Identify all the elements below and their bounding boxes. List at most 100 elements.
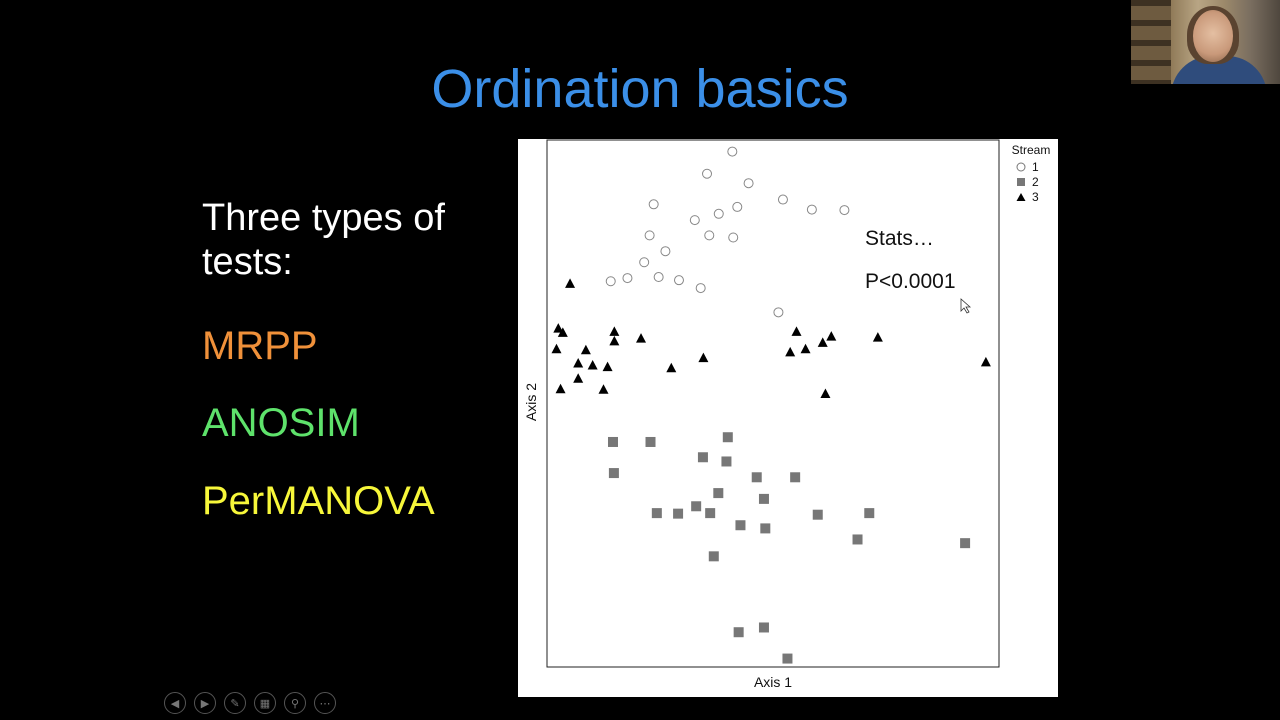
data-point-stream-1 xyxy=(777,194,788,205)
data-point-stream-1 xyxy=(704,230,715,241)
legend-item-3: 3 xyxy=(1005,189,1057,204)
data-point-stream-2 xyxy=(758,493,769,504)
scatter-plot-svg xyxy=(546,139,1000,668)
data-point-stream-2 xyxy=(608,468,619,479)
legend-item-label: 2 xyxy=(1032,174,1039,189)
data-point-stream-3 xyxy=(826,331,837,341)
presenter-webcam xyxy=(1131,0,1280,84)
pen-icon[interactable]: ✎ xyxy=(224,692,246,714)
data-point-stream-1 xyxy=(806,204,817,215)
slide-title: Ordination basics xyxy=(431,59,849,119)
data-point-stream-2 xyxy=(722,432,733,443)
data-point-stream-1 xyxy=(713,208,724,219)
data-point-stream-3 xyxy=(573,357,584,368)
data-point-stream-1 xyxy=(622,273,633,284)
data-point-stream-3 xyxy=(573,373,584,383)
data-point-stream-3 xyxy=(636,333,647,343)
data-point-stream-2 xyxy=(864,508,875,519)
data-point-stream-3 xyxy=(791,326,802,336)
legend-item-label: 3 xyxy=(1032,189,1039,204)
data-point-stream-3 xyxy=(666,362,677,373)
next-slide-icon[interactable]: ▶ xyxy=(194,692,216,714)
data-point-stream-3 xyxy=(557,327,568,337)
data-point-stream-2 xyxy=(673,508,684,519)
test-permanova: PerMANOVA xyxy=(202,479,435,523)
previous-slide-icon[interactable]: ◀ xyxy=(164,692,186,714)
grey-square-icon xyxy=(1017,177,1025,186)
legend-item-label: 1 xyxy=(1032,159,1039,174)
data-point-stream-3 xyxy=(598,384,609,394)
data-point-stream-2 xyxy=(760,523,771,534)
data-point-stream-2 xyxy=(733,627,744,638)
test-mrpp: MRPP xyxy=(202,324,318,368)
data-point-stream-2 xyxy=(782,653,793,664)
data-point-stream-1 xyxy=(695,283,706,294)
data-point-stream-3 xyxy=(587,360,598,370)
stats-label: Stats… xyxy=(865,227,934,250)
data-point-stream-3 xyxy=(698,352,709,363)
data-point-stream-1 xyxy=(660,246,671,257)
data-point-stream-3 xyxy=(565,278,576,288)
data-point-stream-3 xyxy=(609,326,620,336)
data-point-stream-3 xyxy=(800,343,811,354)
data-point-stream-2 xyxy=(713,488,724,499)
ordination-plot: Stats… P<0.0001 Axis 1 Axis 2 Stream 1 2… xyxy=(518,139,1058,697)
data-point-stream-3 xyxy=(553,323,564,333)
data-point-stream-1 xyxy=(605,276,616,287)
data-point-stream-3 xyxy=(602,361,613,372)
legend-item-2: 2 xyxy=(1005,174,1057,189)
data-point-stream-2 xyxy=(812,509,823,520)
test-anosim: ANOSIM xyxy=(202,401,360,445)
data-point-stream-3 xyxy=(580,344,591,355)
data-point-stream-2 xyxy=(751,472,762,483)
data-point-stream-3 xyxy=(820,388,831,399)
zoom-icon[interactable]: ⚲ xyxy=(284,692,306,714)
data-point-stream-1 xyxy=(727,146,738,157)
data-point-stream-3 xyxy=(785,346,796,357)
y-axis-label: Axis 2 xyxy=(523,382,539,422)
data-point-stream-3 xyxy=(555,383,566,394)
data-point-stream-2 xyxy=(708,551,719,562)
data-point-stream-2 xyxy=(852,534,863,545)
data-point-stream-1 xyxy=(639,257,650,268)
data-point-stream-3 xyxy=(872,332,883,342)
legend: Stream 1 2 3 xyxy=(1005,143,1057,204)
data-point-stream-2 xyxy=(790,472,801,483)
data-point-stream-3 xyxy=(609,335,620,346)
legend-title: Stream xyxy=(1011,143,1051,157)
data-point-stream-3 xyxy=(551,343,562,354)
open-circle-icon xyxy=(1016,162,1026,171)
data-point-stream-1 xyxy=(648,199,659,210)
more-options-icon[interactable]: ⋯ xyxy=(314,692,336,714)
mouse-cursor-icon xyxy=(960,298,972,314)
bookshelf xyxy=(1131,0,1171,84)
data-point-stream-3 xyxy=(817,337,828,347)
data-point-stream-2 xyxy=(645,436,656,447)
data-point-stream-1 xyxy=(743,178,754,189)
data-point-stream-1 xyxy=(728,232,739,243)
data-point-stream-2 xyxy=(705,508,716,519)
data-point-stream-2 xyxy=(697,452,708,463)
x-axis-label: Axis 1 xyxy=(753,674,793,690)
data-point-stream-1 xyxy=(732,201,743,212)
data-point-stream-1 xyxy=(644,230,655,241)
black-triangle-icon xyxy=(1016,192,1026,201)
slideshow-controls: ◀ ▶ ✎ ▦ ⚲ ⋯ xyxy=(164,692,336,714)
data-point-stream-1 xyxy=(702,168,713,179)
presenter-face xyxy=(1193,10,1233,62)
data-point-stream-1 xyxy=(839,205,850,216)
data-point-stream-2 xyxy=(607,436,618,447)
legend-item-1: 1 xyxy=(1005,159,1057,174)
data-point-stream-1 xyxy=(689,215,700,226)
data-point-stream-2 xyxy=(721,456,732,467)
data-point-stream-2 xyxy=(691,501,702,512)
data-point-stream-3 xyxy=(980,356,991,367)
slides-grid-icon[interactable]: ▦ xyxy=(254,692,276,714)
data-point-stream-1 xyxy=(673,275,684,286)
data-point-stream-2 xyxy=(651,508,662,519)
data-point-stream-1 xyxy=(773,307,784,318)
data-point-stream-2 xyxy=(735,520,746,531)
plot-frame xyxy=(546,139,1000,668)
data-point-stream-2 xyxy=(758,622,769,633)
data-point-stream-2 xyxy=(960,538,971,549)
